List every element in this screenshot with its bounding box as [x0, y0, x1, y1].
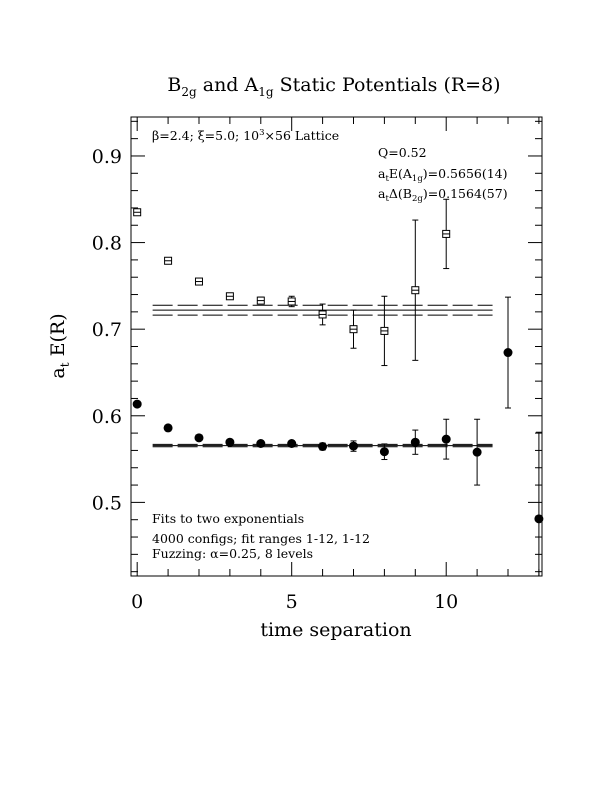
- marker-circle: [534, 514, 544, 524]
- annotation-gap-b2g: atΔ(B2g)=0.1564(57): [378, 186, 508, 204]
- data-point: [349, 309, 358, 349]
- annot-g-a: a: [378, 186, 386, 201]
- annot-fuzz-rest: =0.25, 8 levels: [219, 546, 313, 561]
- marker-circle: [410, 437, 420, 447]
- data-point: [318, 303, 327, 326]
- annot-g-rest: )=0.1564(57): [423, 186, 508, 201]
- annot-lattice-2: =5.0; 10: [205, 128, 259, 143]
- x-tick-label: 10: [434, 591, 458, 613]
- marker-circle: [348, 441, 358, 451]
- data-point: [194, 277, 203, 286]
- data-points: [132, 198, 544, 576]
- annot-lattice-sup: 3: [259, 128, 264, 138]
- data-point: [194, 433, 204, 443]
- annot-g-sub: 2g: [412, 194, 423, 204]
- marker-circle: [441, 434, 451, 444]
- marker-circle: [318, 442, 328, 452]
- data-point: [348, 440, 358, 452]
- annot-fuzz-alpha: α: [210, 546, 219, 561]
- data-point: [287, 295, 296, 308]
- x-tick-label: 0: [131, 591, 143, 613]
- data-point: [442, 198, 451, 270]
- annotation-energy-a1g: atE(A1g)=0.5656(14): [378, 166, 508, 184]
- svg-text:B2g and A1g Static Potentials: B2g and A1g Static Potentials (R=8): [167, 74, 500, 99]
- ylabel-sub: t: [58, 362, 72, 367]
- y-tick-label: 0.7: [92, 319, 122, 341]
- data-point: [441, 418, 451, 460]
- annot-fuzz-pre: Fuzzing:: [152, 546, 210, 561]
- annotation-fuzzing: Fuzzing: α=0.25, 8 levels: [152, 546, 313, 561]
- marker-circle: [472, 447, 482, 457]
- title-a-sub: 1g: [258, 85, 274, 99]
- annot-e-a: a: [378, 166, 386, 181]
- svg-text:at E(R): at E(R): [47, 313, 72, 378]
- y-tick-label: 0.5: [92, 492, 122, 514]
- annot-lattice-3: ×56 Lattice: [265, 128, 340, 143]
- data-point: [132, 399, 142, 409]
- data-point: [472, 418, 482, 486]
- annot-e-rest: )=0.5656(14): [423, 166, 508, 181]
- data-point: [163, 423, 173, 433]
- annot-beta: β: [152, 128, 159, 143]
- x-tick-label: 5: [286, 591, 298, 613]
- marker-circle: [163, 423, 173, 433]
- axis-ticks: [131, 117, 542, 576]
- data-point: [225, 292, 234, 301]
- data-point: [379, 443, 389, 461]
- annotation-block-bottom: Fits to two exponentials 4000 configs; f…: [152, 511, 370, 561]
- marker-circle: [225, 437, 235, 447]
- title-b-sub: 2g: [181, 85, 197, 99]
- annotation-fits: Fits to two exponentials: [152, 511, 304, 526]
- data-point: [164, 256, 173, 265]
- marker-circle: [194, 433, 204, 443]
- fit-bands: [152, 304, 493, 448]
- ylabel-a: a: [47, 367, 69, 378]
- ylabel-rest: E(R): [47, 313, 69, 362]
- annot-g-t: t: [385, 194, 389, 204]
- marker-circle: [256, 438, 266, 448]
- title-b: B: [167, 74, 181, 96]
- annot-g-d: Δ(B: [389, 186, 412, 201]
- title-rest: Static Potentials (R=8): [274, 74, 501, 96]
- data-point: [133, 208, 142, 217]
- annotation-q: Q=0.52: [378, 145, 427, 160]
- annotation-block-top: β=2.4; ξ=5.0; 103×56 Lattice Q=0.52 atE(…: [152, 128, 508, 204]
- marker-circle: [287, 438, 297, 448]
- marker-circle: [132, 399, 142, 409]
- data-point: [256, 438, 266, 448]
- data-point: [411, 219, 420, 361]
- chart-title: B2g and A1g Static Potentials (R=8): [167, 74, 500, 99]
- annot-xi: ξ: [198, 128, 205, 143]
- annot-e-sub: 1g: [412, 174, 423, 184]
- annotation-lattice: β=2.4; ξ=5.0; 103×56 Lattice: [152, 128, 339, 143]
- annot-e-e: E(A: [389, 166, 413, 181]
- y-axis-label: at E(R): [47, 313, 72, 378]
- axis-tick-labels: 0 5 10 0.5 0.6 0.7 0.8 0.9: [92, 146, 459, 613]
- x-axis-label: time separation: [260, 619, 411, 641]
- data-point: [534, 431, 544, 576]
- data-point: [503, 296, 513, 409]
- annot-lattice-1: =2.4;: [159, 128, 198, 143]
- y-tick-label: 0.9: [92, 146, 122, 168]
- title-mid: and A: [197, 74, 259, 96]
- y-tick-label: 0.6: [92, 406, 122, 428]
- marker-circle: [379, 447, 389, 457]
- data-point: [318, 442, 328, 452]
- y-tick-label: 0.8: [92, 233, 122, 255]
- data-point: [380, 295, 389, 367]
- annotation-configs: 4000 configs; fit ranges 1-12, 1-12: [152, 531, 370, 546]
- data-point: [256, 296, 265, 305]
- data-point: [225, 437, 235, 447]
- marker-circle: [503, 348, 513, 358]
- annot-e-t: t: [385, 174, 389, 184]
- data-point: [410, 429, 420, 455]
- data-point: [287, 438, 297, 448]
